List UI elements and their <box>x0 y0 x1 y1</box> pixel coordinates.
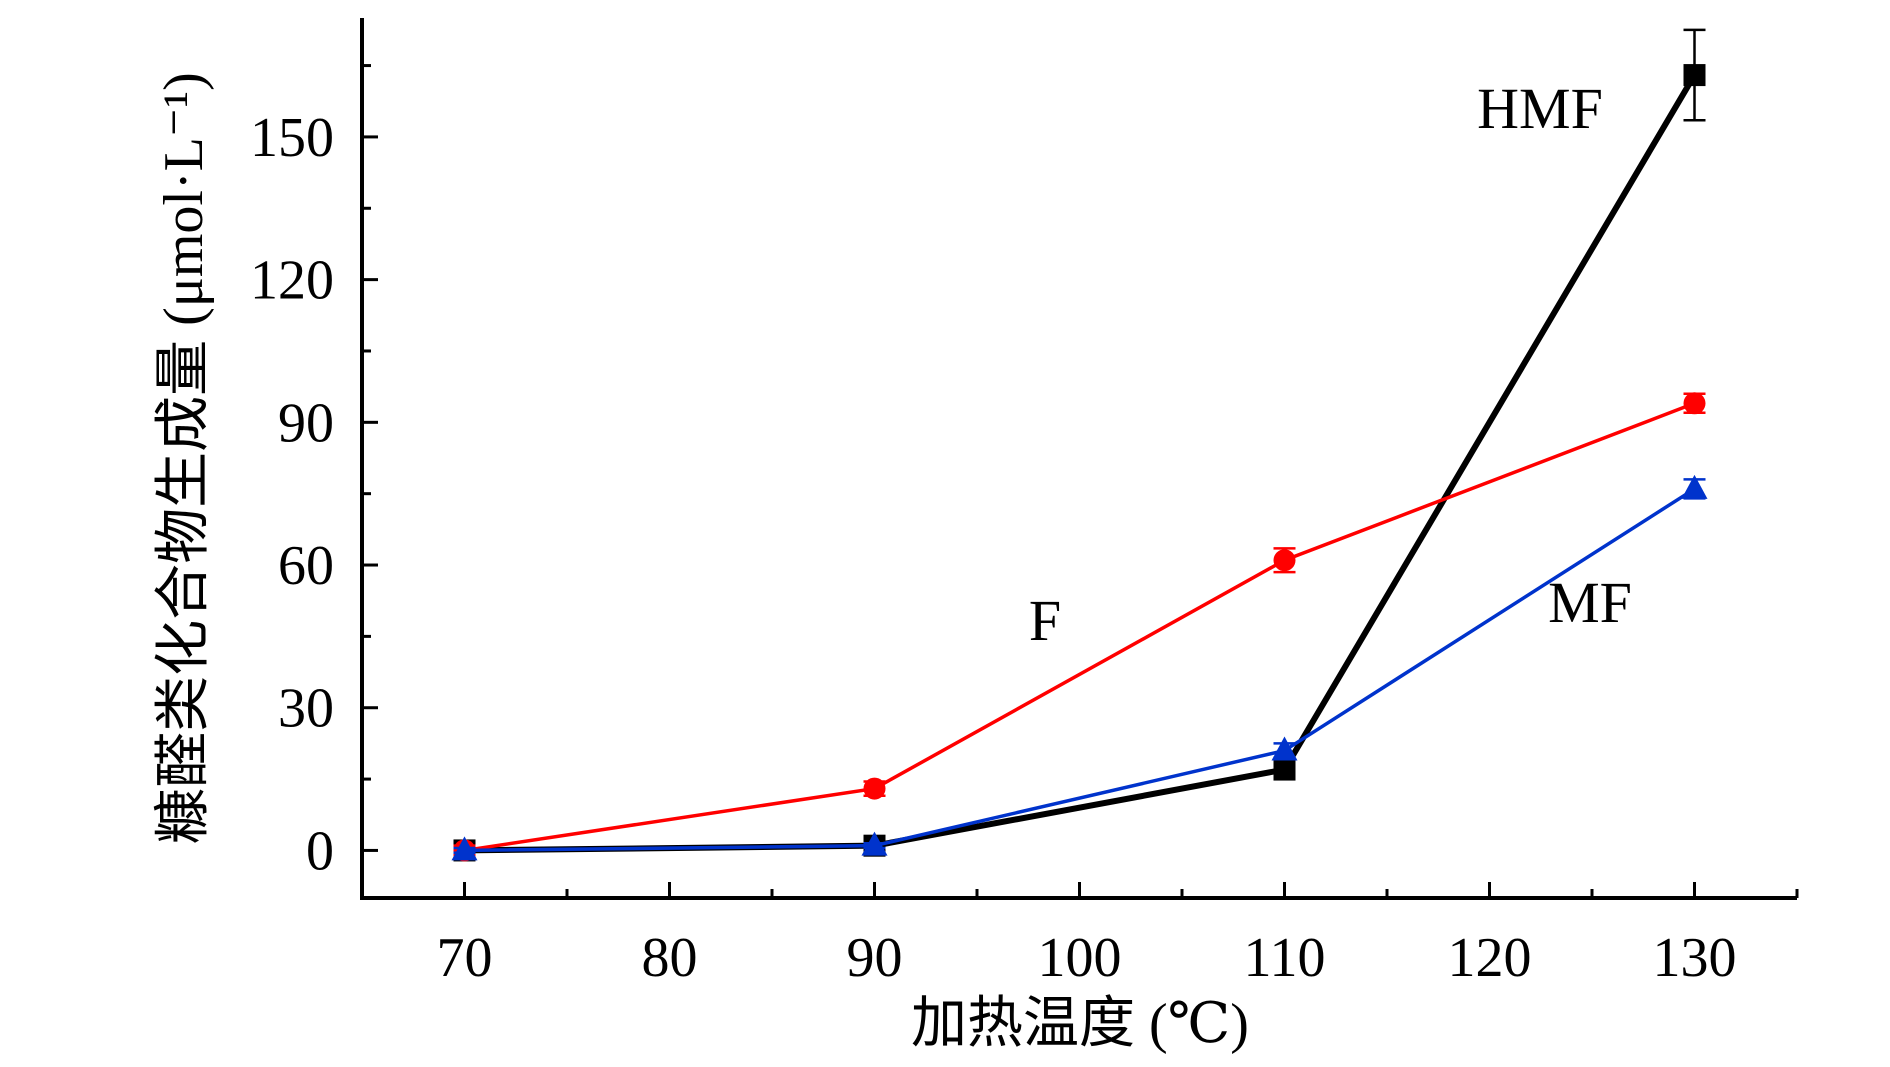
data-point-f <box>1273 549 1296 572</box>
y-tick-label: 150 <box>250 107 334 169</box>
y-tick-label: 0 <box>306 820 334 882</box>
y-tick-label: 120 <box>250 250 334 312</box>
x-tick-label: 120 <box>1448 927 1532 989</box>
series-line-hmf <box>464 73 1698 854</box>
x-tick-label: 80 <box>642 927 698 989</box>
label-layer: 加热温度 (℃) 糠醛类化合物生成量 (μmol·L⁻¹) 70 80 90 100 1… <box>153 72 1737 1055</box>
data-point-mf <box>861 831 888 856</box>
series-layer <box>451 28 1708 862</box>
x-tick-label: 130 <box>1653 927 1737 989</box>
y-tick-label: 30 <box>278 678 334 740</box>
series-line-f <box>464 401 1696 853</box>
data-point-mf <box>451 836 478 861</box>
series-line-mf <box>464 487 1696 853</box>
data-point-f <box>863 777 886 800</box>
y-axis-title: 糠醛类化合物生成量 (μmol·L⁻¹) <box>153 72 215 844</box>
y-tick-label: 60 <box>278 535 334 597</box>
x-axis-title: 加热温度 (℃) <box>911 993 1249 1055</box>
x-tick-label: 100 <box>1038 927 1122 989</box>
x-tick-label: 110 <box>1244 927 1326 989</box>
data-point-f <box>1683 392 1706 415</box>
data-point-hmf <box>1273 758 1296 781</box>
x-tick-label: 90 <box>847 927 903 989</box>
data-point-mf <box>1271 736 1298 761</box>
data-point-hmf <box>1683 64 1706 87</box>
series-label-hmf: HMF <box>1477 76 1603 141</box>
data-point-mf <box>1681 474 1708 499</box>
x-tick-label: 70 <box>437 927 493 989</box>
axes <box>360 18 1799 900</box>
series-label-f: F <box>1029 588 1061 653</box>
y-tick-label: 90 <box>278 392 334 454</box>
series-label-mf: MF <box>1548 570 1632 635</box>
